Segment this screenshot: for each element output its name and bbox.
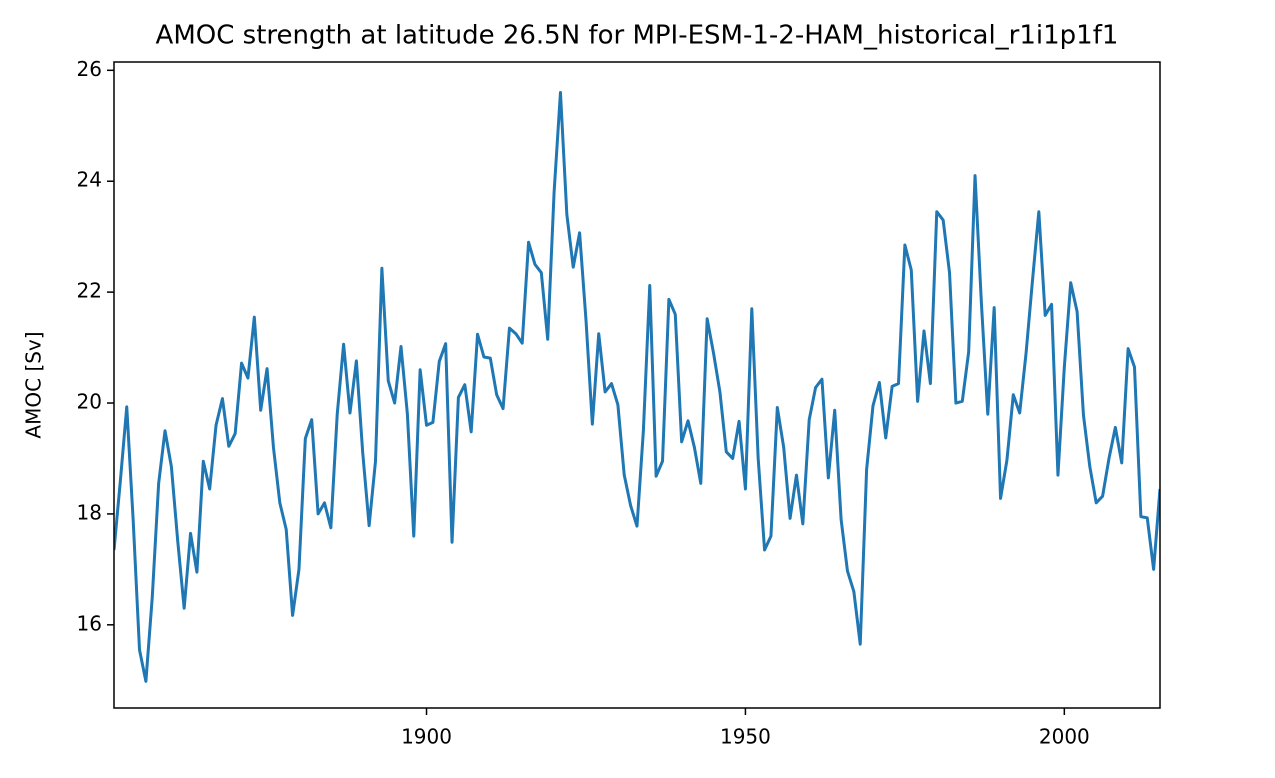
y-tick-label: 20 xyxy=(77,390,102,414)
x-tick-label: 1900 xyxy=(401,725,452,749)
x-tick-label: 2000 xyxy=(1039,725,1090,749)
y-axis-label: AMOC [Sv] xyxy=(22,331,46,438)
chart-title: AMOC strength at latitude 26.5N for MPI-… xyxy=(156,21,1119,51)
y-tick-label: 18 xyxy=(77,500,102,524)
y-tick-label: 26 xyxy=(77,57,102,81)
y-tick-label: 24 xyxy=(77,168,102,192)
y-tick-label: 22 xyxy=(77,279,102,303)
y-tick-label: 16 xyxy=(77,611,102,635)
plot-frame xyxy=(113,61,1161,709)
data-line xyxy=(114,91,1160,683)
x-tick-label: 1950 xyxy=(720,725,771,749)
